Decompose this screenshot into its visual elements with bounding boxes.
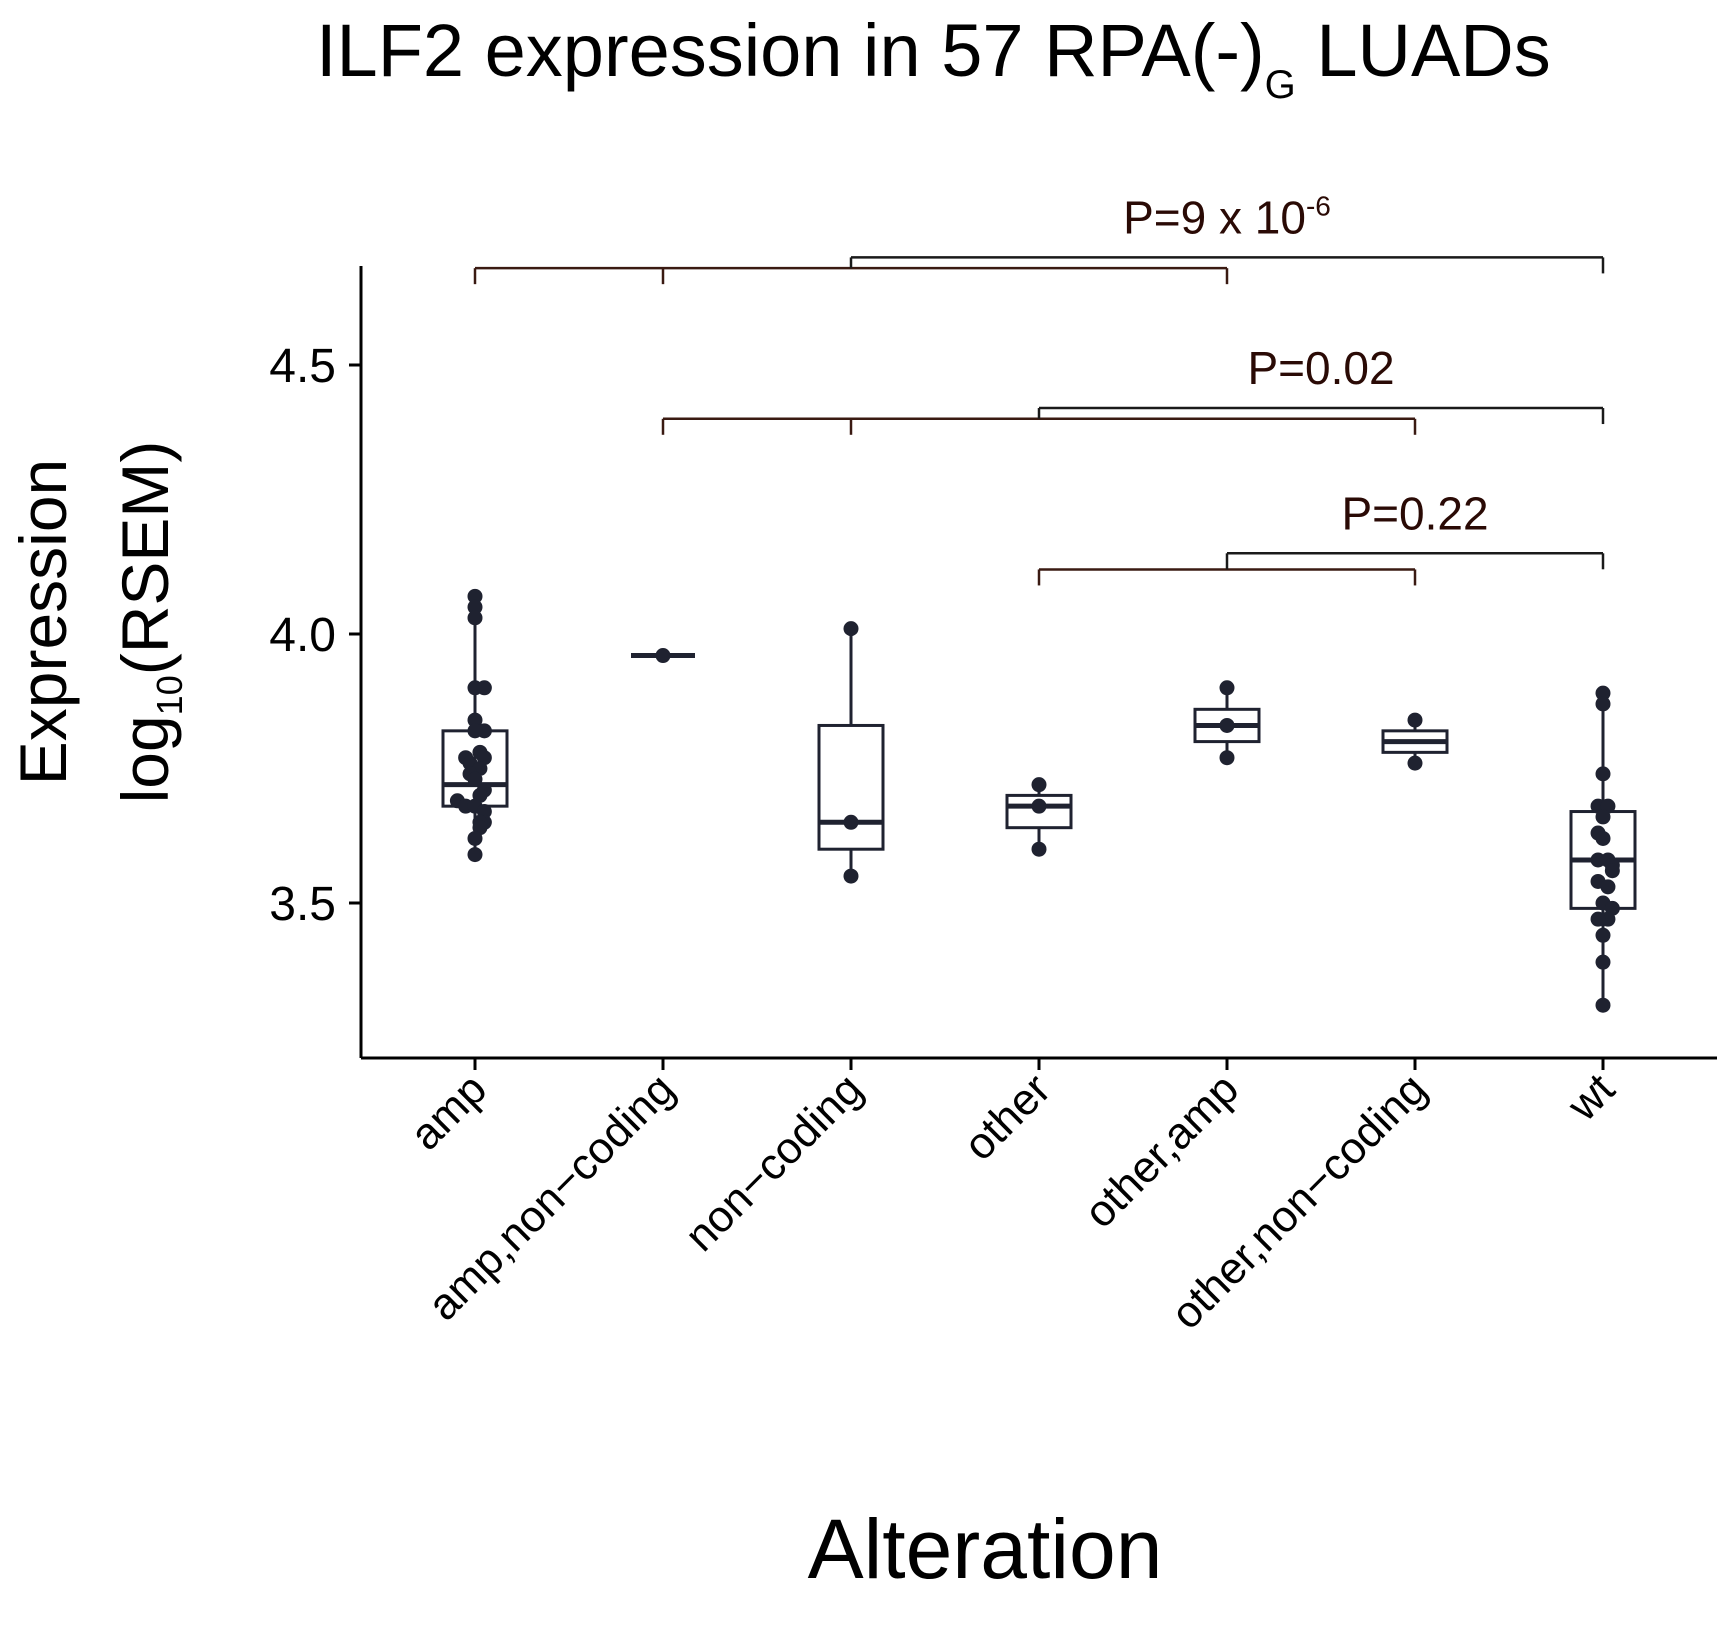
y-axis-title: Expression [6, 459, 80, 786]
p-value-label: P=0.22 [1341, 487, 1488, 539]
data-point-wt [1595, 830, 1611, 846]
y-axis-title-suffix: (RSEM) [108, 441, 182, 676]
data-point-wt [1595, 927, 1611, 943]
y-axis-title-line2: log10(RSEM) [108, 441, 190, 804]
data-point-wt [1600, 879, 1616, 895]
data-point-other [1031, 798, 1047, 814]
x-tick-label-wt: wt [1558, 1064, 1624, 1130]
data-point-wt [1595, 809, 1611, 825]
comparison-3: P=0.22 [1037, 487, 1605, 586]
box-non-coding [817, 628, 885, 877]
data-point-other [1031, 841, 1047, 857]
comparison-2: P=0.02 [661, 342, 1605, 435]
data-point-non-coding [843, 868, 859, 884]
data-point-other-amp [1219, 750, 1235, 766]
box-iqr [817, 723, 885, 851]
y-axis-title-subscript: 10 [149, 675, 190, 715]
p-value-main: P=0.02 [1247, 342, 1394, 394]
p-value-main: P=9 x 10 [1123, 191, 1306, 243]
data-point-amp [476, 680, 492, 696]
chart-title-main: ILF2 expression in 57 RPA(-) [316, 9, 1265, 92]
data-point-other-amp [1219, 717, 1235, 733]
y-tick-label: 3.5 [269, 878, 336, 931]
data-point-amp [467, 771, 483, 787]
y-tick-label: 4.5 [269, 340, 336, 393]
data-point-wt [1595, 954, 1611, 970]
comparison-1: P=9 x 10-6 [473, 190, 1605, 285]
y-tick-label: 4.0 [269, 609, 336, 662]
comparison-brackets: P=9 x 10-6 P=0.02 P=0.22 [473, 190, 1605, 586]
p-value-main: P=0.22 [1341, 487, 1488, 539]
data-point-amp [467, 610, 483, 626]
x-tick-label-other: other [955, 1064, 1061, 1170]
data-point-other-non-coding [1407, 712, 1423, 728]
data-point-amp [467, 723, 483, 739]
data-point-amp [467, 847, 483, 863]
data-point-amp [467, 599, 483, 615]
p-value-label: P=9 x 10-6 [1123, 190, 1331, 243]
p-value-exponent: -6 [1306, 190, 1331, 221]
data-point-amp [467, 588, 483, 604]
data-point-amp [467, 712, 483, 728]
chart-title-suffix: LUADs [1296, 9, 1551, 92]
data-point-other-non-coding [1407, 755, 1423, 771]
x-axis-title: Alteration [808, 1502, 1163, 1596]
box-other [1005, 784, 1073, 850]
data-point-wt [1604, 863, 1620, 879]
data-point-wt [1595, 696, 1611, 712]
boxes [441, 596, 1637, 1006]
data-point-wt [1595, 766, 1611, 782]
data-point-amp-non-coding [655, 648, 671, 664]
chart-title: ILF2 expression in 57 RPA(-)G LUADs [316, 9, 1551, 107]
data-point-non-coding [843, 621, 859, 637]
data-point-wt [1595, 685, 1611, 701]
y-axis-title-line2-group: log10(RSEM) [108, 441, 190, 804]
data-point-amp [467, 830, 483, 846]
data-point-other-amp [1219, 680, 1235, 696]
chart-title-subscript: G [1265, 63, 1296, 107]
data-point-other [1031, 777, 1047, 793]
data-point-wt [1590, 911, 1606, 927]
data-points [449, 588, 1620, 1013]
x-tick-label-amp: amp [401, 1064, 496, 1159]
data-point-wt [1595, 997, 1611, 1013]
data-point-non-coding [843, 814, 859, 830]
x-tick-label-other-amp: other,amp [1075, 1064, 1248, 1237]
x-tick-label-non-coding: non−coding [676, 1064, 872, 1260]
y-axis-title-log: log [108, 715, 182, 803]
y-axis-title-line1: Expression [6, 459, 80, 786]
p-value-label: P=0.02 [1247, 342, 1394, 394]
y-ticks: 3.5 4.0 4.5 [269, 340, 361, 931]
